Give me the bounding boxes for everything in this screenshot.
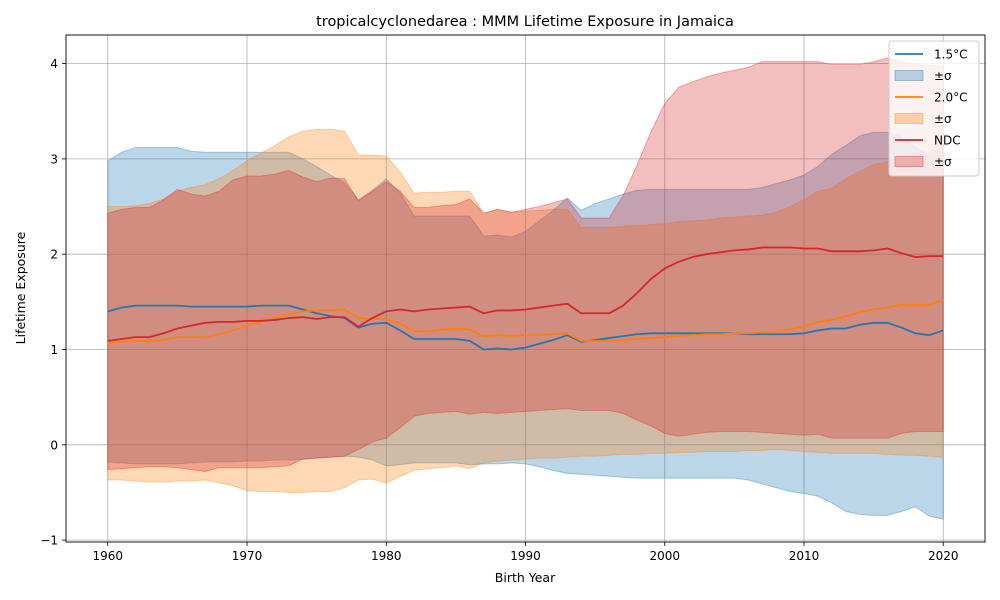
legend-band-swatch [894,70,924,81]
x-tick-label: 1960 [92,549,123,563]
band-2.0°C [107,128,944,493]
y-tick-label: 0 [50,438,58,452]
x-tick-label: 2010 [789,549,820,563]
legend-label: ±σ [934,155,952,169]
band-1.5°C [107,131,944,520]
y-tick-label: −1 [40,534,58,548]
band-NDC [107,57,944,472]
y-axis: −1 0 1 2 3 4 [40,57,66,548]
y-tick-label: 3 [50,152,58,166]
legend-label: NDC [934,134,961,148]
bands [107,57,944,520]
x-axis-label: Birth Year [495,570,556,585]
legend-band-swatch [894,156,924,167]
series-line-2.0°C [107,299,944,344]
chart-title: tropicalcyclonedarea : MMM Lifetime Expo… [316,14,734,30]
x-axis: 1960 1970 1980 1990 2000 2010 2020 [92,542,959,563]
series-line-NDC [107,246,944,342]
legend-label: 1.5°C [934,48,967,62]
lines [107,246,944,351]
legend-label: ±σ [934,69,952,83]
y-axis-label: Lifetime Exposure [13,231,28,344]
y-tick-label: 4 [50,57,58,71]
x-tick-label: 1980 [371,549,402,563]
legend-band-swatch [894,113,924,124]
x-tick-label: 2000 [649,549,680,563]
x-tick-label: 1970 [232,549,263,563]
y-tick-label: 1 [50,343,58,357]
legend-box [888,40,980,177]
grid [66,35,985,542]
y-tick-label: 2 [50,248,58,262]
x-tick-label: 1990 [510,549,541,563]
legend: 1.5°C ±σ 2.0°C ±σ NDC ±σ [888,40,980,177]
x-tick-label: 2020 [928,549,959,563]
legend-label: ±σ [934,112,952,126]
legend-label: 2.0°C [934,91,967,105]
series-line-1.5°C [107,304,944,351]
